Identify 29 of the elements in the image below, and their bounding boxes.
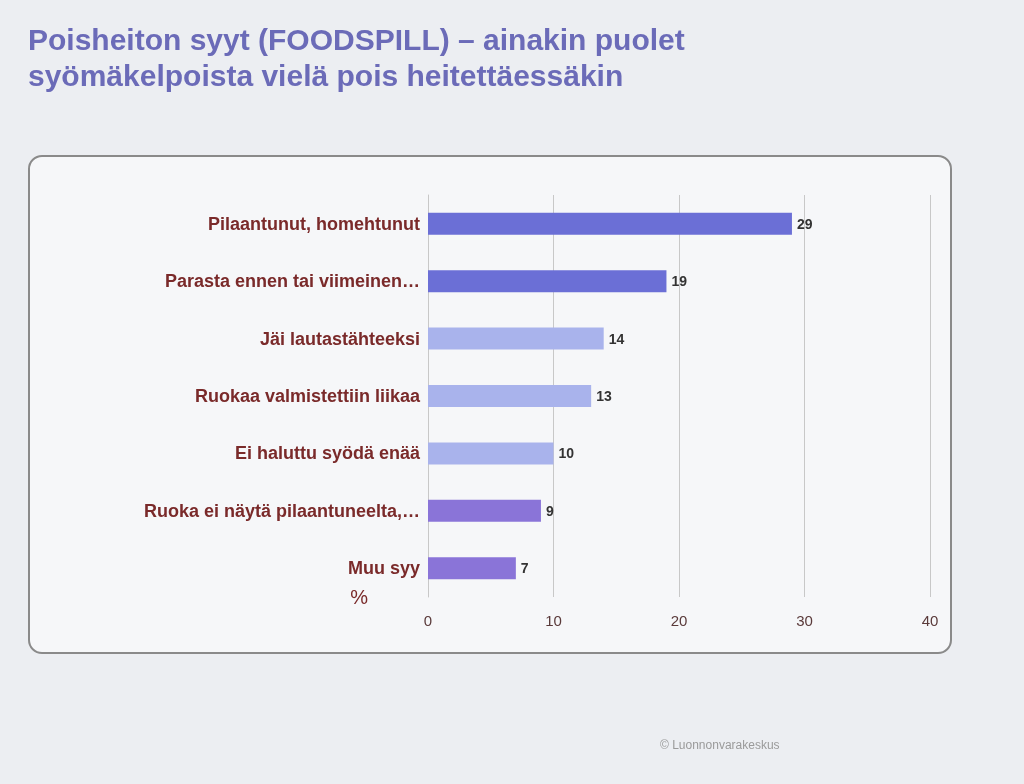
y-tick-label: Ei haluttu syödä enää: [234, 443, 421, 464]
bar: [428, 499, 541, 522]
y-tick-label: Muu syy: [347, 558, 420, 579]
data-label: 13: [596, 388, 612, 404]
x-tick-label: 40: [921, 612, 939, 629]
y-tick-label: Jäi lautastähteeksi: [259, 328, 420, 349]
data-label: 14: [608, 330, 625, 347]
text: © Luonnonvarakeskus: [660, 738, 780, 752]
x-tick-label: 10: [545, 612, 562, 629]
data-label: 29: [796, 215, 813, 232]
bar: [428, 442, 554, 465]
x-axis-title: %: [350, 586, 369, 608]
data-label: 19: [671, 273, 688, 290]
bar: [428, 212, 792, 235]
chart-title: Poisheiton syyt (FOODSPILL) – ainakin puolet syömäkelpoista vielä pois heitettäessäkin: [28, 22, 686, 94]
data-label: 7: [520, 560, 529, 577]
data-label: 10: [558, 445, 575, 462]
y-tick-label: Ruokaa valmistettiin liikaa: [194, 386, 421, 406]
data-label: 9: [545, 502, 554, 519]
x-tick-label: 30: [796, 612, 813, 629]
bar: [428, 327, 604, 350]
bar: [428, 385, 592, 407]
y-tick-label: Parasta ennen tai viimeinen…: [164, 271, 420, 292]
bar: [428, 557, 516, 580]
y-tick-label: Pilaantunut, homehtunut: [208, 213, 420, 234]
y-tick-label: Ruoka ei näytä pilaantuneelta,…: [143, 500, 420, 521]
x-tick-label: 0: [423, 612, 433, 629]
x-tick-label: 20: [670, 612, 688, 629]
bar: [428, 270, 667, 293]
